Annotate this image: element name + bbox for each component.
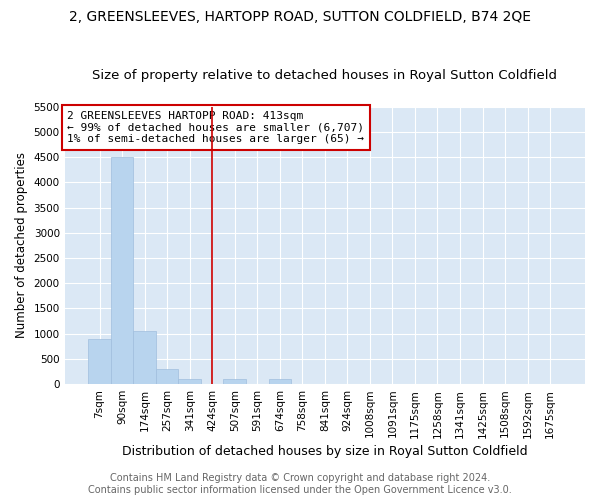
- Bar: [133, 331, 156, 384]
- X-axis label: Distribution of detached houses by size in Royal Sutton Coldfield: Distribution of detached houses by size …: [122, 444, 527, 458]
- Bar: [269, 379, 291, 384]
- Bar: [156, 370, 178, 384]
- Bar: [223, 379, 246, 384]
- Bar: [88, 338, 111, 384]
- Bar: [178, 379, 201, 384]
- Text: Contains HM Land Registry data © Crown copyright and database right 2024.
Contai: Contains HM Land Registry data © Crown c…: [88, 474, 512, 495]
- Y-axis label: Number of detached properties: Number of detached properties: [15, 152, 28, 338]
- Bar: [111, 157, 133, 384]
- Title: Size of property relative to detached houses in Royal Sutton Coldfield: Size of property relative to detached ho…: [92, 69, 557, 82]
- Text: 2 GREENSLEEVES HARTOPP ROAD: 413sqm
← 99% of detached houses are smaller (6,707): 2 GREENSLEEVES HARTOPP ROAD: 413sqm ← 99…: [67, 111, 364, 144]
- Text: 2, GREENSLEEVES, HARTOPP ROAD, SUTTON COLDFIELD, B74 2QE: 2, GREENSLEEVES, HARTOPP ROAD, SUTTON CO…: [69, 10, 531, 24]
